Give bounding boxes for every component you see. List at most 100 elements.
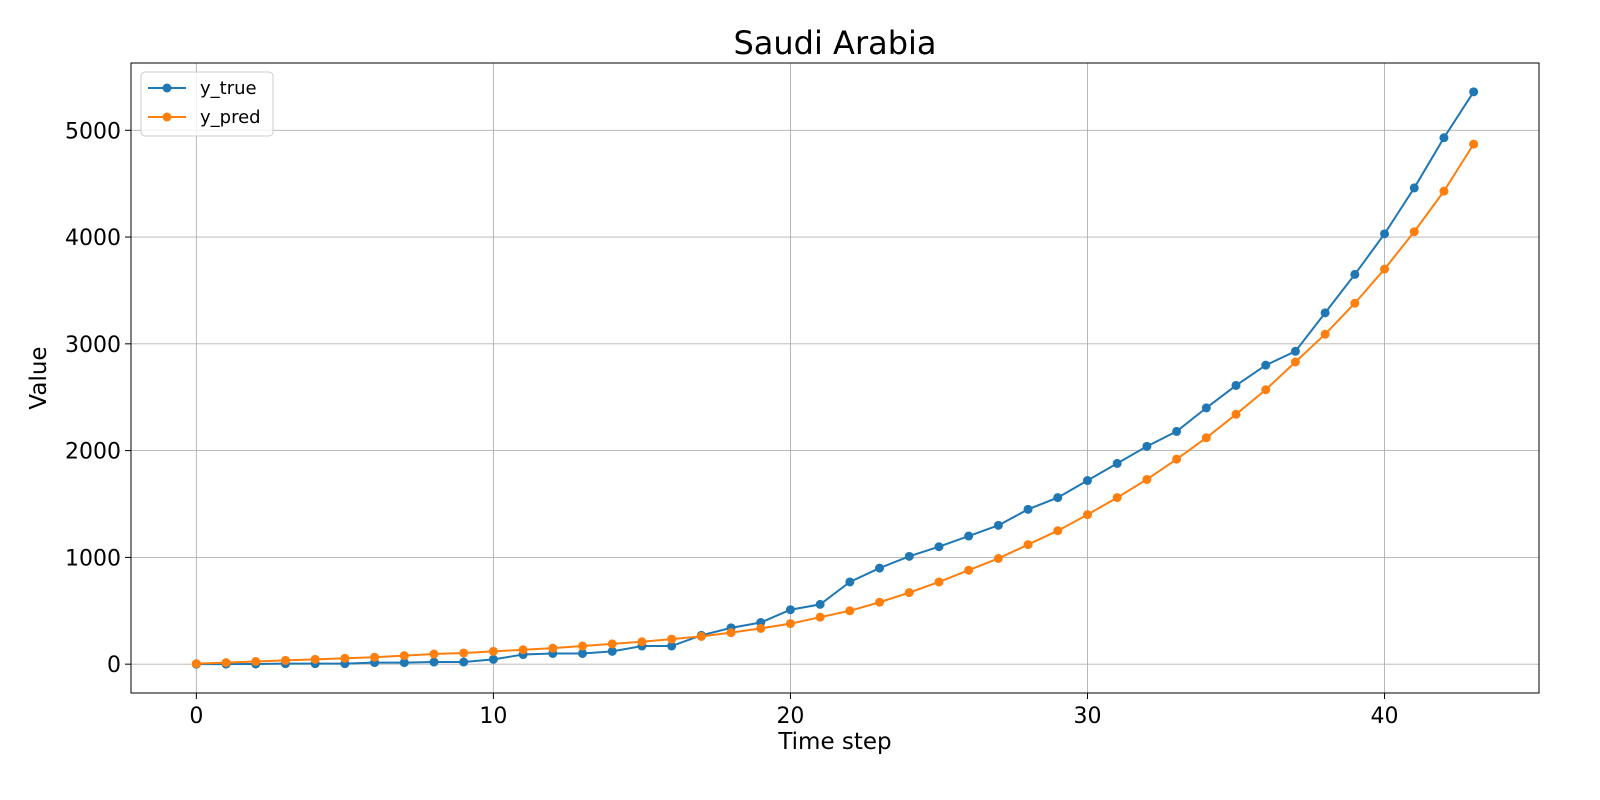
data-point-y_true bbox=[934, 542, 944, 552]
data-point-y_true bbox=[1409, 183, 1419, 193]
y-tick-label: 4000 bbox=[65, 226, 121, 251]
data-point-y_true bbox=[1053, 493, 1063, 503]
data-point-y_pred bbox=[1023, 540, 1033, 550]
data-point-y_true bbox=[607, 646, 617, 656]
data-point-y_true bbox=[1023, 504, 1033, 514]
data-point-y_true bbox=[667, 641, 677, 651]
chart-title: Saudi Arabia bbox=[733, 24, 936, 62]
legend-marker-y_pred bbox=[162, 112, 172, 122]
data-point-y_pred bbox=[548, 643, 558, 653]
legend-label-y_pred: y_pred bbox=[200, 107, 261, 128]
legend: y_true y_pred bbox=[140, 71, 274, 137]
data-point-y_pred bbox=[637, 637, 647, 647]
data-point-y_pred bbox=[1409, 227, 1419, 237]
x-tick-label: 20 bbox=[776, 704, 804, 729]
data-point-y_true bbox=[399, 658, 409, 668]
data-point-y_true bbox=[488, 654, 498, 664]
data-point-y_true bbox=[1172, 426, 1182, 436]
y-tick-label: 2000 bbox=[65, 440, 121, 465]
plot-frame bbox=[130, 62, 1540, 694]
data-point-y_pred bbox=[1439, 186, 1449, 196]
x-axis-label: Time step bbox=[777, 729, 891, 755]
data-point-y_pred bbox=[1172, 454, 1182, 464]
legend-label-y_true: y_true bbox=[200, 78, 257, 99]
y-tick-label: 1000 bbox=[65, 546, 121, 571]
data-point-y_pred bbox=[815, 612, 825, 622]
data-point-y_pred bbox=[1380, 264, 1390, 274]
data-point-y_true bbox=[1380, 229, 1390, 239]
data-point-y_pred bbox=[904, 588, 914, 598]
data-point-y_pred bbox=[964, 565, 974, 575]
grid-lines bbox=[131, 63, 1539, 693]
data-point-y_pred bbox=[934, 577, 944, 587]
data-point-y_pred bbox=[1350, 298, 1360, 308]
data-point-y_pred bbox=[1201, 433, 1211, 443]
data-point-y_pred bbox=[696, 631, 706, 641]
data-point-y_pred bbox=[399, 651, 409, 661]
data-point-y_true bbox=[1082, 476, 1092, 486]
y-tick-label: 0 bbox=[107, 653, 121, 678]
data-point-y_pred bbox=[578, 641, 588, 651]
data-point-y_true bbox=[1439, 133, 1449, 143]
data-point-y_true bbox=[904, 551, 914, 561]
data-point-y_pred bbox=[1469, 139, 1479, 149]
data-point-y_pred bbox=[1261, 385, 1271, 395]
x-tick-label: 40 bbox=[1371, 704, 1399, 729]
data-point-y_pred bbox=[667, 634, 677, 644]
data-point-y_pred bbox=[607, 639, 617, 649]
x-tick-label: 10 bbox=[479, 704, 507, 729]
legend-marker-y_true bbox=[162, 83, 172, 93]
data-point-y_pred bbox=[370, 652, 380, 662]
data-point-y_true bbox=[1231, 380, 1241, 390]
series-line-y_pred bbox=[196, 143, 1475, 665]
data-point-y_pred bbox=[1320, 329, 1330, 339]
axis-ticks: 0 10 20 30 40 0 1000 2000 3000 4000 5000 bbox=[65, 119, 1399, 729]
data-point-y_pred bbox=[726, 628, 736, 638]
data-point-y_pred bbox=[221, 658, 231, 668]
data-point-y_pred bbox=[340, 653, 350, 663]
data-point-y_pred bbox=[993, 553, 1003, 563]
data-point-y_true bbox=[1320, 308, 1330, 318]
data-point-y_pred bbox=[518, 645, 528, 655]
y-tick-label: 3000 bbox=[65, 333, 121, 358]
data-point-y_true bbox=[815, 599, 825, 609]
data-point-y_pred bbox=[310, 654, 320, 664]
data-point-y_pred bbox=[1231, 409, 1241, 419]
data-point-y_pred bbox=[1290, 357, 1300, 367]
x-tick-label: 30 bbox=[1073, 704, 1101, 729]
data-point-y_pred bbox=[785, 619, 795, 629]
data-point-y_true bbox=[785, 605, 795, 615]
data-point-y_true bbox=[1261, 360, 1271, 370]
data-point-y_true bbox=[845, 577, 855, 587]
data-point-y_true bbox=[993, 520, 1003, 530]
data-point-y_true bbox=[1201, 403, 1211, 413]
data-point-y_pred bbox=[280, 655, 290, 665]
y-tick-label: 5000 bbox=[65, 119, 121, 144]
data-point-y_true bbox=[1112, 458, 1122, 468]
data-point-y_pred bbox=[191, 659, 201, 669]
data-point-y_true bbox=[1290, 346, 1300, 356]
y-axis-label: Value bbox=[26, 346, 52, 409]
data-point-y_true bbox=[875, 563, 885, 573]
data-point-y_pred bbox=[251, 657, 261, 666]
data-point-y_true bbox=[1350, 269, 1360, 279]
data-point-y_true bbox=[1142, 441, 1152, 451]
series-line-y_true bbox=[196, 91, 1475, 666]
data-point-y_true bbox=[429, 657, 439, 667]
data-point-y_pred bbox=[429, 649, 439, 659]
data-point-y_pred bbox=[1053, 526, 1063, 536]
data-point-y_pred bbox=[459, 648, 469, 658]
data-point-y_pred bbox=[1112, 493, 1122, 503]
data-point-y_pred bbox=[1082, 510, 1092, 520]
data-point-y_pred bbox=[756, 623, 766, 633]
data-point-y_pred bbox=[875, 597, 885, 607]
series-group bbox=[191, 87, 1479, 669]
data-point-y_pred bbox=[845, 606, 855, 616]
x-tick-label: 0 bbox=[189, 704, 203, 729]
data-point-y_true bbox=[459, 657, 469, 667]
data-point-y_true bbox=[964, 531, 974, 541]
data-point-y_true bbox=[578, 648, 588, 658]
data-point-y_pred bbox=[1142, 474, 1152, 484]
data-point-y_true bbox=[1469, 87, 1479, 97]
